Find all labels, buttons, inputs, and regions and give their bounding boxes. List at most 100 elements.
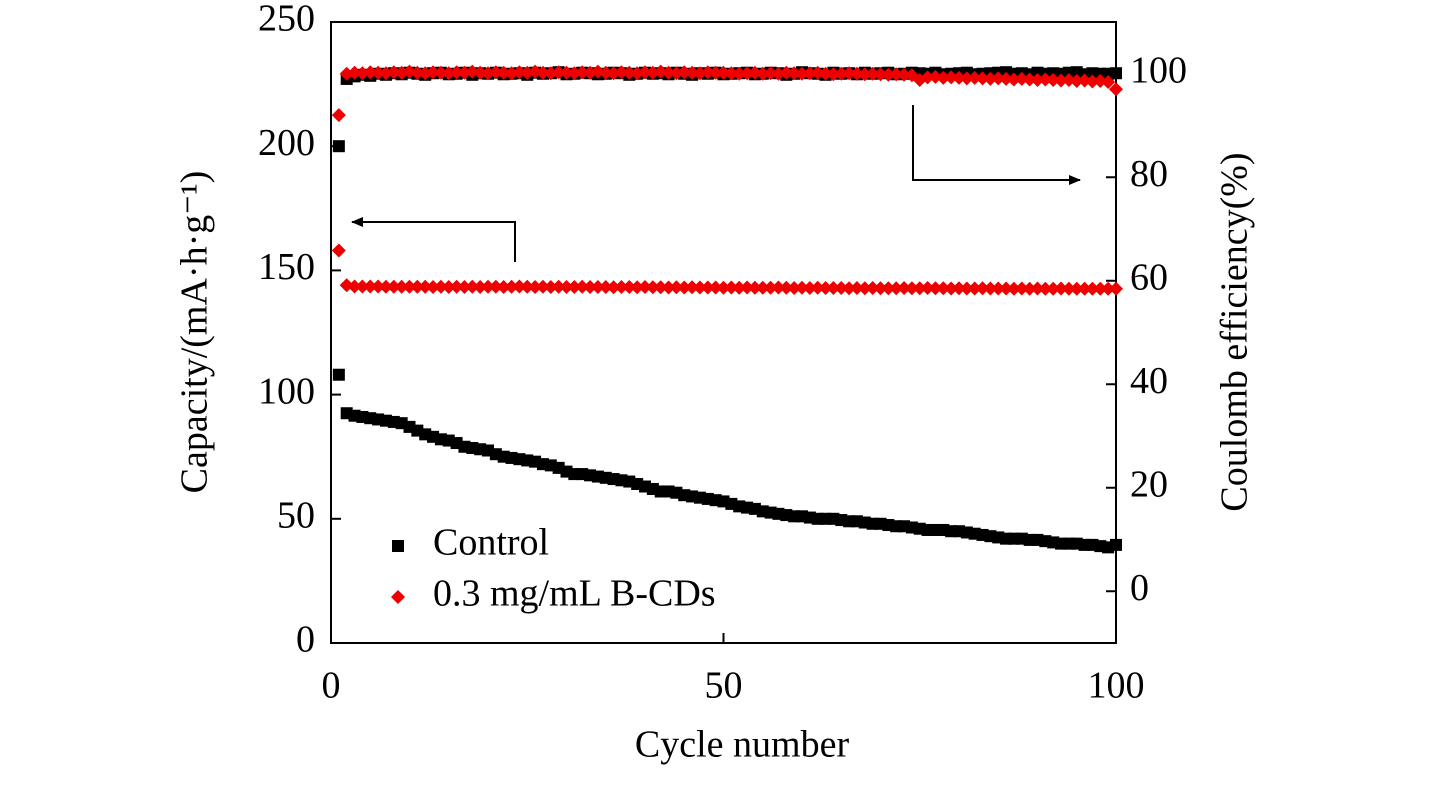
efficiency-point bbox=[677, 65, 692, 80]
efficiency-point bbox=[763, 66, 778, 81]
capacity-point bbox=[410, 279, 425, 294]
capacity-point bbox=[645, 280, 660, 295]
capacity-point bbox=[747, 280, 762, 295]
capacity-point bbox=[881, 281, 896, 296]
x-tick-label: 0 bbox=[322, 665, 341, 707]
efficiency-point bbox=[1030, 72, 1045, 87]
efficiency-point bbox=[818, 66, 833, 81]
capacity-point bbox=[559, 280, 574, 295]
capacity-point bbox=[394, 279, 409, 294]
capacity-point bbox=[991, 281, 1006, 296]
capacity-point bbox=[912, 281, 927, 296]
capacity-point bbox=[575, 279, 590, 294]
capacity-point bbox=[685, 280, 700, 295]
capacity-point bbox=[473, 280, 488, 295]
capacity-point bbox=[975, 281, 990, 296]
capacity-point bbox=[897, 281, 912, 296]
efficiency-point bbox=[920, 70, 935, 85]
efficiency-point bbox=[512, 65, 527, 80]
right-axis-arrow bbox=[912, 105, 1081, 185]
capacity-point bbox=[787, 281, 802, 296]
efficiency-point bbox=[975, 71, 990, 86]
efficiency-point bbox=[535, 65, 550, 80]
capacity-point bbox=[983, 281, 998, 296]
capacity-point bbox=[614, 280, 629, 295]
capacity-point bbox=[331, 243, 346, 258]
capacity-point bbox=[920, 281, 935, 296]
legend-marker bbox=[392, 540, 404, 552]
capacity-point bbox=[1046, 281, 1061, 296]
capacity-point bbox=[583, 280, 598, 295]
efficiency-point bbox=[795, 66, 809, 81]
capacity-point bbox=[952, 281, 966, 296]
efficiency-point bbox=[386, 65, 401, 80]
capacity-point bbox=[512, 279, 527, 294]
efficiency-point bbox=[944, 70, 959, 85]
capacity-point bbox=[669, 280, 684, 295]
efficiency-point bbox=[433, 65, 448, 80]
y-tick-label: 200 bbox=[258, 122, 315, 164]
capacity-point bbox=[944, 281, 959, 296]
efficiency-point bbox=[1085, 74, 1100, 89]
capacity-point bbox=[386, 279, 401, 294]
efficiency-point bbox=[881, 67, 896, 82]
capacity-point bbox=[630, 280, 645, 295]
capacity-point bbox=[567, 280, 582, 295]
capacity-point bbox=[332, 368, 345, 381]
efficiency-point bbox=[1109, 82, 1123, 97]
y2-tick-label: 0 bbox=[1130, 567, 1149, 609]
capacity-point bbox=[818, 281, 833, 296]
x-tick-label: 100 bbox=[1088, 665, 1145, 707]
y-tick-label: 150 bbox=[258, 246, 315, 288]
efficiency-point bbox=[724, 66, 739, 81]
legend-marker bbox=[391, 590, 405, 604]
capacity-point bbox=[1109, 281, 1123, 296]
capacity-point bbox=[771, 280, 786, 295]
efficiency-point bbox=[347, 65, 362, 80]
efficiency-point bbox=[488, 65, 503, 80]
efficiency-point bbox=[371, 65, 386, 80]
efficiency-point bbox=[1069, 73, 1084, 88]
capacity-point bbox=[849, 281, 864, 296]
capacity-point bbox=[426, 280, 441, 295]
capacity-point bbox=[481, 279, 495, 294]
capacity-point bbox=[543, 280, 558, 295]
efficiency-point bbox=[967, 70, 982, 85]
capacity-point bbox=[528, 280, 543, 295]
capacity-point bbox=[378, 279, 393, 294]
capacity-point bbox=[590, 280, 605, 295]
efficiency-point bbox=[363, 65, 378, 80]
efficiency-point bbox=[598, 65, 613, 80]
capacity-point bbox=[433, 279, 448, 294]
capacity-point bbox=[355, 279, 370, 294]
efficiency-point bbox=[1046, 72, 1061, 87]
efficiency-point bbox=[1054, 73, 1069, 88]
capacity-point bbox=[402, 279, 417, 294]
x-axis-label: Cycle number bbox=[635, 724, 850, 766]
efficiency-point bbox=[959, 71, 974, 86]
efficiency-point bbox=[331, 108, 346, 123]
efficiency-point bbox=[559, 65, 574, 80]
capacity-point bbox=[638, 280, 652, 295]
capacity-point bbox=[622, 280, 637, 295]
capacity-point bbox=[889, 281, 904, 296]
efficiency-point bbox=[449, 65, 464, 80]
capacity-point bbox=[653, 280, 668, 295]
y2-tick-label: 20 bbox=[1130, 463, 1168, 505]
capacity-point bbox=[692, 280, 707, 295]
efficiency-point bbox=[661, 65, 676, 80]
efficiency-point bbox=[410, 65, 425, 80]
y2-tick-label: 80 bbox=[1130, 153, 1168, 195]
y2-tick-label: 60 bbox=[1130, 256, 1168, 298]
efficiency-point bbox=[614, 65, 629, 80]
efficiency-point bbox=[716, 65, 731, 80]
capacity-point bbox=[928, 281, 943, 296]
capacity-point bbox=[967, 281, 982, 296]
capacity-point bbox=[1110, 538, 1122, 551]
efficiency-point bbox=[1006, 72, 1021, 87]
efficiency-point bbox=[787, 66, 802, 81]
capacity-point bbox=[724, 280, 739, 295]
capacity-point bbox=[551, 279, 566, 294]
capacity-point bbox=[826, 281, 841, 296]
